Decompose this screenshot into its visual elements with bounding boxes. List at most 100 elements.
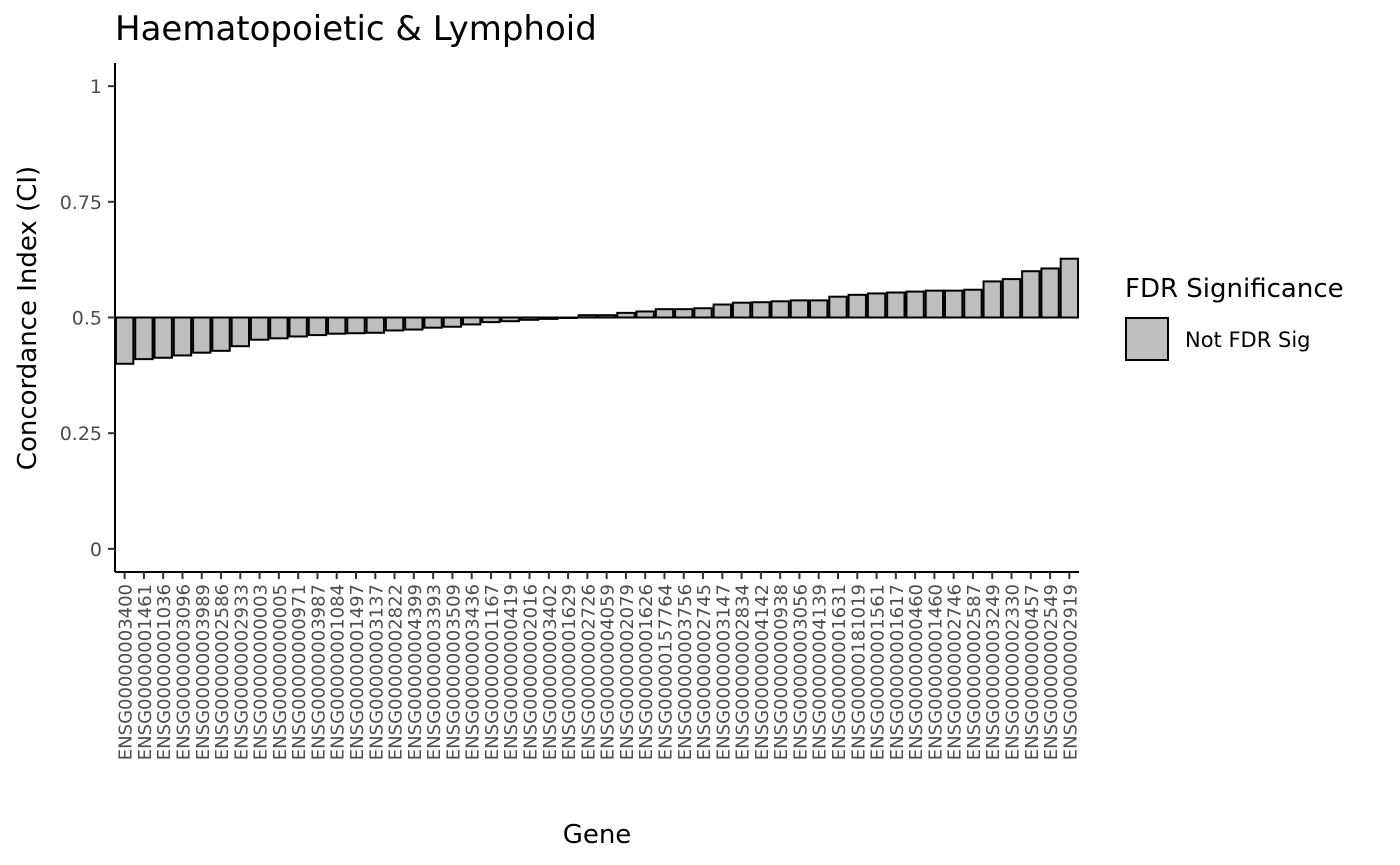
- x-tick-label: ENSG00000003137: [366, 584, 387, 760]
- x-tick-label: ENSG00000000457: [1022, 584, 1043, 760]
- x-tick-label: ENSG00000000938: [771, 584, 792, 760]
- bar: [731, 301, 752, 319]
- x-tick-label: ENSG00000181019: [848, 584, 869, 760]
- legend: FDR Significance Not FDR Sig: [1125, 274, 1344, 361]
- bar: [192, 316, 212, 354]
- x-tick-label: ENSG00000003400: [116, 584, 137, 760]
- bar: [654, 308, 675, 319]
- y-tick-label: 0.5: [72, 308, 102, 330]
- bar: [346, 316, 366, 335]
- x-axis-title: Gene: [563, 820, 632, 850]
- bar: [1001, 278, 1022, 319]
- x-tick-label: ENSG00000001167: [482, 584, 503, 760]
- x-tick-label: ENSG00000001561: [868, 584, 889, 760]
- x-tick-label: ENSG00000003436: [463, 584, 484, 760]
- x-tick-label: ENSG00000003756: [675, 584, 696, 760]
- bar: [249, 316, 270, 341]
- x-tick-label: ENSG00000003096: [173, 584, 194, 760]
- y-axis-title: Concordance Index (CI): [13, 166, 43, 470]
- x-tick-label: ENSG00000001626: [636, 584, 657, 760]
- x-tick-label: ENSG00000003393: [424, 584, 445, 760]
- x-tick-label: ENSG00000003249: [983, 584, 1004, 760]
- bar: [693, 307, 713, 319]
- x-tick-label: ENSG00000002919: [1060, 584, 1081, 760]
- bar: [153, 316, 173, 359]
- bar: [288, 316, 308, 338]
- plot-area: 00.250.50.751ENSG00000003400ENSG00000001…: [60, 63, 1081, 760]
- y-tick-label: 0: [90, 539, 102, 561]
- x-tick-label: ENSG00000002016: [521, 584, 542, 760]
- x-tick-label: ENSG00000003509: [443, 584, 464, 760]
- x-tick-label: ENSG00000003402: [540, 584, 561, 760]
- bar: [269, 316, 289, 340]
- chart-title: Haematopoietic & Lymphoid: [115, 9, 597, 49]
- bar: [905, 290, 925, 319]
- bar: [924, 289, 945, 319]
- bar: [674, 308, 694, 319]
- x-tick-label: ENSG00000000460: [906, 584, 927, 760]
- x-tick-label: ENSG00000157764: [655, 584, 676, 760]
- bar: [866, 292, 887, 319]
- bar: [712, 303, 732, 319]
- x-tick-label: ENSG00000001629: [559, 584, 580, 760]
- bar: [462, 316, 482, 326]
- x-tick-label: ENSG00000001460: [925, 584, 946, 760]
- x-tick-label: ENSG00000002586: [212, 584, 233, 760]
- bar: [327, 316, 347, 335]
- legend-swatch: [1125, 317, 1169, 361]
- x-tick-label: ENSG00000004142: [752, 584, 773, 760]
- bar: [982, 280, 1002, 319]
- bar: [809, 299, 829, 319]
- x-tick-label: ENSG00000001617: [887, 584, 908, 760]
- bar: [365, 316, 385, 334]
- bar: [211, 316, 231, 352]
- x-tick-label: ENSG00000000003: [251, 584, 272, 760]
- bar: [789, 299, 810, 319]
- bar: [751, 301, 771, 319]
- x-tick-label: ENSG00000000971: [289, 584, 310, 760]
- x-tick-label: ENSG00000001036: [154, 584, 175, 760]
- bar: [1021, 270, 1041, 319]
- x-tick-label: ENSG00000001461: [135, 584, 156, 760]
- x-tick-label: ENSG00000002726: [578, 584, 599, 760]
- x-tick-label: ENSG00000003989: [193, 584, 214, 760]
- bar: [307, 316, 328, 337]
- bar: [886, 291, 906, 319]
- x-tick-label: ENSG00000001497: [347, 584, 368, 760]
- bar: [963, 288, 983, 319]
- x-tick-label: ENSG00000004059: [598, 584, 619, 760]
- bar: [944, 289, 964, 319]
- x-tick-label: ENSG00000002746: [945, 584, 966, 760]
- bar: [172, 316, 193, 357]
- bar: [1040, 267, 1060, 319]
- bar: [384, 316, 405, 332]
- x-tick-label: ENSG00000002745: [694, 584, 715, 760]
- x-tick-label: ENSG00000002587: [964, 584, 985, 760]
- x-tick-label: ENSG00000002549: [1041, 584, 1062, 760]
- x-tick-label: ENSG00000004139: [810, 584, 831, 760]
- x-tick-label: ENSG00000002330: [1003, 584, 1024, 760]
- x-tick-label: ENSG00000003987: [308, 584, 329, 760]
- x-tick-label: ENSG00000003056: [790, 584, 811, 760]
- y-tick-label: 0.25: [60, 423, 102, 445]
- bar: [404, 316, 424, 331]
- x-tick-label: ENSG00000003147: [713, 584, 734, 760]
- x-tick-label: ENSG00000001631: [829, 584, 850, 760]
- x-tick-label: ENSG00000000419: [501, 584, 522, 760]
- bar: [828, 295, 848, 319]
- x-tick-label: ENSG00000002834: [733, 584, 754, 760]
- bar: [423, 316, 443, 329]
- bar: [1059, 257, 1080, 319]
- bar: [134, 316, 154, 361]
- x-tick-label: ENSG00000002079: [617, 584, 638, 760]
- bar: [230, 316, 250, 348]
- legend-title: FDR Significance: [1125, 274, 1344, 304]
- bar: [770, 300, 790, 319]
- x-tick-label: ENSG00000001084: [328, 584, 349, 760]
- x-tick-label: ENSG00000004399: [405, 584, 426, 760]
- bar: [442, 316, 463, 328]
- legend-label: Not FDR Sig: [1185, 328, 1310, 352]
- x-tick-label: ENSG00000002933: [231, 584, 252, 760]
- x-tick-label: ENSG00000002822: [386, 584, 407, 760]
